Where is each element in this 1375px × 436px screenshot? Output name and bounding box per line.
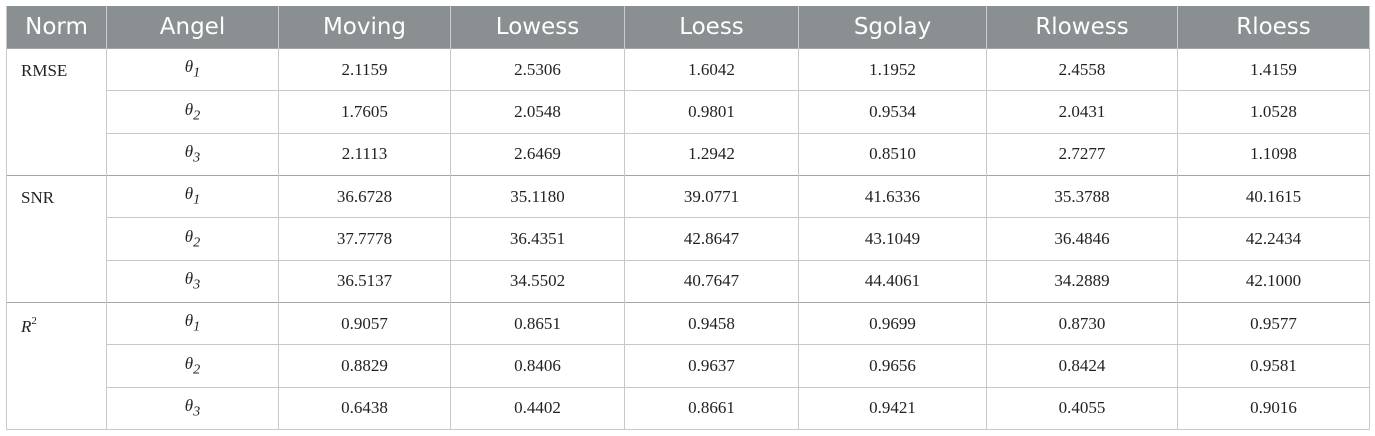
table-row: θ3 36.5137 34.5502 40.7647 44.4061 34.28…: [7, 259, 1370, 303]
value-cell: 0.8424: [986, 344, 1178, 388]
angle-cell: θ3: [106, 259, 279, 303]
value-cell: 0.6438: [278, 386, 451, 430]
value-cell: 2.0431: [986, 90, 1178, 134]
norm-label-snr: SNR: [6, 174, 107, 303]
value-cell: 0.9057: [278, 301, 451, 345]
table-row: θ2 37.7778 36.4351 42.8647 43.1049 36.48…: [7, 217, 1370, 261]
value-cell: 1.2942: [624, 132, 799, 176]
header-lowess: Lowess: [450, 6, 625, 49]
value-cell: 1.6042: [624, 47, 799, 91]
header-angel: Angel: [106, 6, 279, 49]
value-cell: 2.0548: [450, 90, 625, 134]
value-cell: 42.2434: [1177, 217, 1370, 261]
value-cell: 0.8829: [278, 344, 451, 388]
table-row: θ3 2.1113 2.6469 1.2942 0.8510 2.7277 1.…: [7, 132, 1370, 176]
value-cell: 1.7605: [278, 90, 451, 134]
value-cell: 0.9534: [798, 90, 987, 134]
angle-cell: θ3: [106, 386, 279, 430]
angle-cell: θ1: [106, 47, 279, 91]
value-cell: 37.7778: [278, 217, 451, 261]
value-cell: 2.7277: [986, 132, 1178, 176]
value-cell: 0.4402: [450, 386, 625, 430]
value-cell: 0.9458: [624, 301, 799, 345]
table-row: θ3 0.6438 0.4402 0.8661 0.9421 0.4055 0.…: [7, 386, 1370, 430]
value-cell: 40.1615: [1177, 174, 1370, 218]
value-cell: 39.0771: [624, 174, 799, 218]
value-cell: 0.8651: [450, 301, 625, 345]
value-cell: 0.9016: [1177, 386, 1370, 430]
value-cell: 0.8510: [798, 132, 987, 176]
value-cell: 2.1113: [278, 132, 451, 176]
angle-cell: θ1: [106, 174, 279, 218]
value-cell: 2.5306: [450, 47, 625, 91]
angle-cell: θ2: [106, 217, 279, 261]
table-row: θ2 0.8829 0.8406 0.9637 0.9656 0.8424 0.…: [7, 344, 1370, 388]
results-table: Norm Angel Moving Lowess Loess Sgolay Rl…: [6, 6, 1370, 430]
value-cell: 0.9581: [1177, 344, 1370, 388]
value-cell: 1.1098: [1177, 132, 1370, 176]
value-cell: 35.3788: [986, 174, 1178, 218]
header-rloess: Rloess: [1177, 6, 1370, 49]
value-cell: 42.1000: [1177, 259, 1370, 303]
value-cell: 0.9637: [624, 344, 799, 388]
value-cell: 41.6336: [798, 174, 987, 218]
table-row: θ2 1.7605 2.0548 0.9801 0.9534 2.0431 1.…: [7, 90, 1370, 134]
angle-cell: θ2: [106, 344, 279, 388]
header-rlowess: Rlowess: [986, 6, 1178, 49]
value-cell: 36.6728: [278, 174, 451, 218]
value-cell: 2.6469: [450, 132, 625, 176]
table-row: SNR θ1 36.6728 35.1180 39.0771 41.6336 3…: [6, 174, 1370, 303]
value-cell: 42.8647: [624, 217, 799, 261]
value-cell: 44.4061: [798, 259, 987, 303]
header-norm: Norm: [6, 6, 107, 49]
value-cell: 0.4055: [986, 386, 1178, 430]
header-sgolay: Sgolay: [798, 6, 987, 49]
value-cell: 0.9421: [798, 386, 987, 430]
header-row: Norm Angel Moving Lowess Loess Sgolay Rl…: [6, 6, 1370, 49]
angle-cell: θ2: [106, 90, 279, 134]
angle-cell: θ1: [106, 301, 279, 345]
angle-cell: θ3: [106, 132, 279, 176]
table-row: R2 θ1 0.9057 0.8651 0.9458 0.9699 0.8730…: [6, 301, 1370, 430]
value-cell: 0.8406: [450, 344, 625, 388]
value-cell: 0.9699: [798, 301, 987, 345]
norm-label-r-squared: R2: [6, 301, 107, 430]
header-loess: Loess: [624, 6, 799, 49]
value-cell: 2.1159: [278, 47, 451, 91]
value-cell: 1.4159: [1177, 47, 1370, 91]
header-moving: Moving: [278, 6, 451, 49]
value-cell: 35.1180: [450, 174, 625, 218]
value-cell: 0.8661: [624, 386, 799, 430]
value-cell: 34.5502: [450, 259, 625, 303]
value-cell: 0.9656: [798, 344, 987, 388]
value-cell: 36.4846: [986, 217, 1178, 261]
value-cell: 36.5137: [278, 259, 451, 303]
value-cell: 0.9577: [1177, 301, 1370, 345]
value-cell: 0.8730: [986, 301, 1178, 345]
table-row: RMSE θ1 2.1159 2.5306 1.6042 1.1952 2.45…: [6, 47, 1370, 176]
value-cell: 43.1049: [798, 217, 987, 261]
value-cell: 0.9801: [624, 90, 799, 134]
norm-label-rmse: RMSE: [6, 48, 107, 176]
value-cell: 2.4558: [986, 47, 1178, 91]
value-cell: 36.4351: [450, 217, 625, 261]
value-cell: 1.0528: [1177, 90, 1370, 134]
value-cell: 34.2889: [986, 259, 1178, 303]
value-cell: 1.1952: [798, 47, 987, 91]
value-cell: 40.7647: [624, 259, 799, 303]
